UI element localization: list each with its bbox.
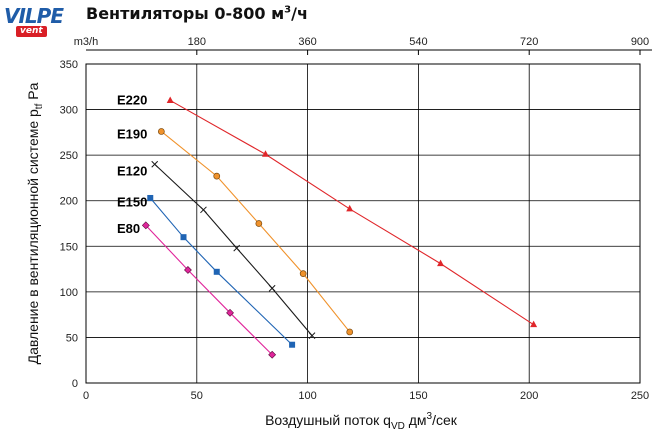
top-axis-tick-label: 180 [188, 36, 206, 48]
top-axis-unit-label: m3/h [74, 36, 98, 48]
data-point [184, 266, 192, 274]
data-point [157, 128, 165, 135]
y-tick-label: 100 [60, 287, 78, 299]
data-point [166, 96, 174, 103]
series-label-e150: E150 [117, 195, 147, 210]
chart-title-sup: 3 [284, 4, 292, 16]
y-tick-label: 0 [72, 378, 78, 390]
data-point [200, 206, 207, 214]
logo-sub-text: vent [16, 26, 47, 37]
y-tick-label: 50 [66, 332, 78, 344]
data-point [180, 234, 187, 241]
series-line-e190 [160, 131, 351, 333]
data-point [308, 332, 316, 339]
y-tick-label: 350 [60, 59, 78, 71]
top-axis-tick-label: 360 [298, 36, 316, 48]
data-point [268, 350, 277, 359]
series-line-e150 [149, 197, 293, 346]
brand-logo: VILPE vent [4, 4, 76, 37]
data-point [141, 221, 150, 230]
series-line-e220 [169, 99, 534, 326]
top-axis-tick-label: 540 [409, 36, 427, 48]
y-axis-title-part: Pa [25, 82, 41, 103]
x-tick-label: 200 [520, 390, 538, 402]
data-point [261, 150, 269, 157]
data-point-stroke [200, 206, 207, 214]
data-point-stroke [151, 160, 159, 168]
x-axis-title-part: /сек [432, 412, 458, 428]
y-tick-label: 300 [60, 105, 78, 117]
series-label-e80: E80 [117, 221, 140, 236]
y-axis-title: Давление в вентиляционной системе ptf Pa [25, 82, 45, 364]
logo-main-text: VILPE [4, 4, 64, 28]
series-layer: E220 E190 E120 E150 E80 [117, 93, 538, 359]
x-tick-label: 100 [298, 390, 316, 402]
chart-title: Вентиляторы 0-800 м3/ч [86, 4, 308, 23]
y-tick-label: 250 [60, 150, 78, 162]
axis-labels: Воздушный поток qVD дм3/сек Давление в ве… [25, 82, 458, 432]
x-axis-title-sup: 3 [427, 411, 433, 422]
y-tick-label: 200 [60, 196, 78, 208]
x-axis-title: Воздушный поток qVD дм3/сек [265, 411, 458, 432]
chart-title-suffix: /ч [291, 4, 308, 23]
series-label-e220: E220 [117, 93, 147, 108]
data-point [437, 259, 445, 267]
data-point [299, 270, 307, 277]
data-point [213, 172, 221, 180]
data-point-stroke [268, 284, 276, 292]
data-point [226, 308, 234, 317]
top-axis: m3/h 180 360 540 720 900 [74, 36, 652, 55]
y-axis-title-sub: tf [34, 103, 45, 109]
x-tick-label: 150 [409, 390, 427, 402]
grid-lines [86, 64, 640, 383]
y-axis-title-part: Давление в вентиляционной системе p [25, 109, 41, 364]
y-tick-label: 150 [60, 241, 78, 253]
data-point [147, 194, 154, 201]
data-point [255, 220, 263, 227]
data-point [151, 160, 159, 168]
data-point [530, 320, 538, 328]
axes: 0 50 100 150 200 250 0 50 100 150 200 250 300 350 [60, 59, 650, 402]
chart-title-text: Вентиляторы 0-800 м [86, 4, 285, 23]
data-point [213, 268, 220, 275]
x-axis-title-part: дм [405, 412, 427, 428]
data-point [233, 244, 241, 252]
series-label-e190: E190 [117, 126, 147, 141]
data-point [346, 204, 354, 212]
top-axis-tick-label: 900 [631, 36, 649, 48]
x-axis-title-part: Воздушный поток q [265, 412, 391, 428]
series-line-e120 [154, 163, 313, 336]
x-tick-label: 50 [191, 390, 203, 402]
plot-frame [85, 63, 641, 384]
series-line-e80 [145, 224, 273, 356]
data-point [289, 341, 296, 348]
data-point-stroke [308, 332, 316, 339]
data-point [346, 328, 354, 336]
series-label-e120: E120 [117, 164, 147, 179]
top-axis-tick-label: 720 [520, 36, 538, 48]
x-tick-label: 250 [631, 390, 649, 402]
x-axis-title-sub: VD [391, 421, 405, 432]
data-point [268, 284, 276, 292]
x-tick-label: 0 [83, 390, 89, 402]
data-point-stroke [233, 244, 241, 252]
